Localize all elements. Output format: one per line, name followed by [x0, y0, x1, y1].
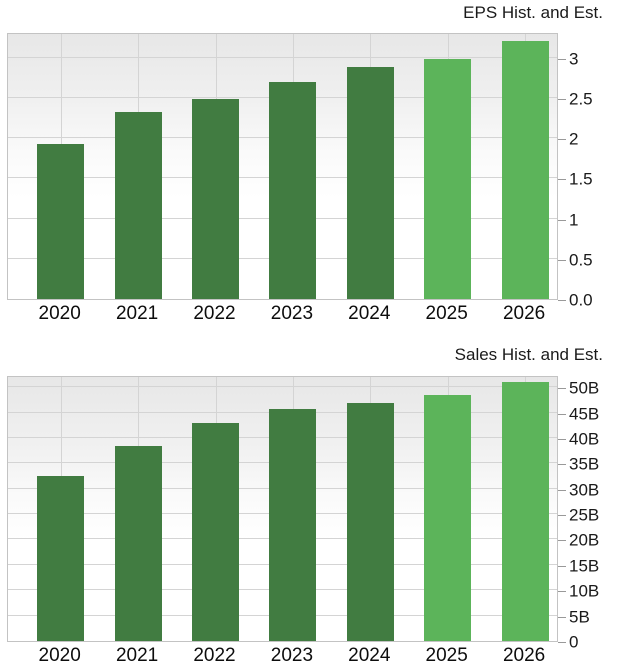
y-axis-tick [558, 413, 566, 415]
bar-2023 [269, 81, 317, 299]
x-axis-label-2023: 2023 [270, 645, 314, 666]
y-axis-tick [558, 565, 566, 567]
bar-2021 [114, 112, 162, 299]
y-axis-label: 30B [569, 480, 600, 500]
y-axis-label: 15B [569, 556, 600, 576]
x-axis-label-2023: 2023 [270, 303, 314, 324]
bar-2026 [501, 40, 549, 299]
y-axis-label: 0.0 [569, 290, 593, 310]
x-axis-label-2026: 2026 [502, 645, 546, 666]
y-axis-label: 10B [569, 581, 600, 601]
bar-2025 [424, 58, 472, 299]
x-axis-label-2024: 2024 [348, 645, 391, 666]
y-axis-tick [558, 259, 566, 261]
h-gridline [8, 56, 557, 58]
y-axis-tick [558, 489, 566, 491]
x-axis-label-2021: 2021 [115, 645, 159, 666]
x-axis-label-2024: 2024 [348, 303, 391, 324]
bar-2025 [424, 395, 472, 641]
y-axis-tick [558, 98, 566, 100]
x-axis-label-2025: 2025 [425, 303, 468, 324]
y-axis-label: 2.5 [569, 89, 593, 109]
sales-chart: Sales Hist. and Est. 0 5B 10B 15B 20B 25B 30B 3… [0, 336, 620, 672]
bar-2022 [192, 423, 239, 641]
y-axis-label: 1.5 [569, 169, 593, 189]
sales-chart-title: Sales Hist. and Est. [454, 345, 603, 364]
y-axis-label: 35B [569, 454, 600, 474]
y-axis-tick [558, 540, 566, 542]
y-axis-tick [558, 642, 566, 643]
x-axis-label-2021: 2021 [115, 303, 159, 324]
eps-chart: EPS Hist. and Est. 0.0 0.5 1 1.5 2 2.5 3 2020 20… [7, 3, 603, 324]
y-axis-label: 5B [569, 607, 590, 627]
y-axis-label: 3 [569, 49, 579, 69]
y-axis-tick [558, 58, 566, 60]
y-axis-tick [558, 300, 566, 301]
y-axis-tick [558, 515, 566, 517]
y-axis-tick [558, 438, 566, 440]
y-axis-tick [558, 179, 566, 181]
y-axis-tick [558, 591, 566, 593]
y-axis-label: 1 [569, 210, 579, 230]
bar-2020 [37, 143, 85, 299]
y-axis-label: 45B [569, 404, 600, 424]
x-axis-label-2022: 2022 [193, 303, 236, 324]
bar-2023 [269, 409, 317, 641]
x-axis-label-2020: 2020 [38, 303, 81, 324]
x-axis-label-2025: 2025 [425, 645, 468, 666]
y-axis-label: 0.5 [569, 250, 593, 270]
bar-2026 [501, 382, 549, 641]
bar-2024 [346, 67, 394, 299]
x-axis-label-2020: 2020 [38, 645, 81, 666]
y-axis-tick [558, 464, 566, 466]
y-axis-label: 0 [569, 632, 579, 652]
eps-chart-title: EPS Hist. and Est. [463, 3, 603, 22]
y-axis-tick [558, 388, 566, 390]
y-axis-label: 25B [569, 505, 600, 525]
y-axis-tick [558, 616, 566, 618]
bar-2021 [114, 445, 162, 641]
bar-2020 [37, 475, 85, 641]
y-axis-label: 20B [569, 530, 600, 550]
h-gridline [8, 386, 557, 388]
bar-2024 [346, 403, 394, 641]
bar-2022 [192, 98, 239, 299]
sales-plot-area [7, 376, 558, 642]
y-axis-tick [558, 219, 566, 221]
y-axis-label: 2 [569, 129, 579, 149]
y-axis-label: 50B [569, 378, 600, 398]
eps-plot-area [7, 33, 558, 300]
x-axis-label-2022: 2022 [193, 645, 236, 666]
y-axis-label: 40B [569, 429, 600, 449]
x-axis-label-2026: 2026 [502, 303, 546, 324]
y-axis-tick [558, 139, 566, 141]
